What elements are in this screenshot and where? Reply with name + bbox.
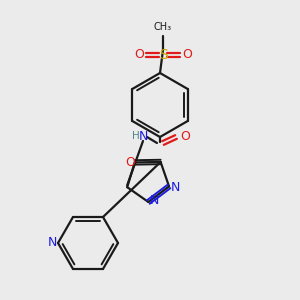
Text: H: H xyxy=(132,131,140,141)
Text: CH₃: CH₃ xyxy=(154,22,172,32)
Text: O: O xyxy=(182,49,192,62)
Text: O: O xyxy=(134,49,144,62)
Text: N: N xyxy=(170,181,180,194)
Text: O: O xyxy=(125,156,135,169)
Text: N: N xyxy=(138,130,148,142)
Text: S: S xyxy=(159,48,167,62)
Text: N: N xyxy=(150,194,159,208)
Text: N: N xyxy=(47,236,57,250)
Text: O: O xyxy=(180,130,190,142)
